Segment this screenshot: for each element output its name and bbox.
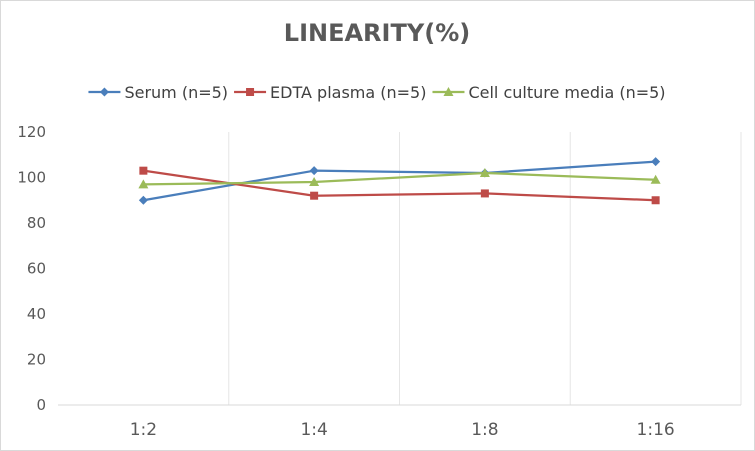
- data-point-serum-n: [138, 195, 148, 205]
- legend-item-edta-plasma-n: EDTA plasma (n=5): [234, 83, 426, 102]
- data-point-cell-culture-media-n: [479, 167, 490, 177]
- y-tick-label: 20: [27, 351, 46, 369]
- data-point-serum-n: [651, 157, 661, 167]
- chart-title: LINEARITY(%): [284, 19, 470, 47]
- series-line-serum-n: [143, 160, 656, 202]
- legend-item-serum-n: Serum (n=5): [88, 83, 228, 102]
- plot-area: 0 20 40 60 80 100 120 1:2 1:4 1:8 1:16: [17, 123, 742, 440]
- series-line-cell-culture-media-n: [143, 171, 656, 186]
- y-tick-label: 100: [17, 169, 46, 187]
- data-point-cell-culture-media-n: [650, 174, 661, 184]
- legend-label: Serum (n=5): [124, 83, 228, 102]
- x-tick-label: 1:2: [130, 420, 157, 440]
- data-point-serum-n: [309, 166, 319, 176]
- x-tick-label: 1:16: [637, 420, 675, 440]
- data-point-edta-plasma-n: [139, 166, 148, 175]
- y-tick-label: 40: [27, 305, 46, 323]
- y-tick-label: 0: [36, 396, 46, 414]
- y-tick-label: 80: [27, 214, 46, 232]
- legend-label: EDTA plasma (n=5): [270, 83, 426, 102]
- data-point-edta-plasma-n: [310, 191, 319, 200]
- y-tick-label: 60: [27, 260, 46, 278]
- x-tick-label: 1:8: [471, 420, 498, 440]
- legend-marker: [246, 88, 255, 96]
- legend-marker: [99, 87, 109, 97]
- x-tick-label: 1:4: [300, 420, 327, 440]
- legend-item-cell-culture-media-n: Cell culture media (n=5): [432, 83, 666, 102]
- legend-label: Cell culture media (n=5): [468, 83, 665, 102]
- data-point-edta-plasma-n: [651, 196, 660, 205]
- data-point-edta-plasma-n: [480, 189, 489, 198]
- legend: Serum (n=5) EDTA plasma (n=5) Cell culture…: [88, 83, 666, 102]
- y-tick-label: 120: [17, 123, 46, 141]
- data-point-cell-culture-media-n: [138, 179, 149, 189]
- legend-marker: [443, 87, 454, 96]
- data-point-cell-culture-media-n: [309, 177, 320, 187]
